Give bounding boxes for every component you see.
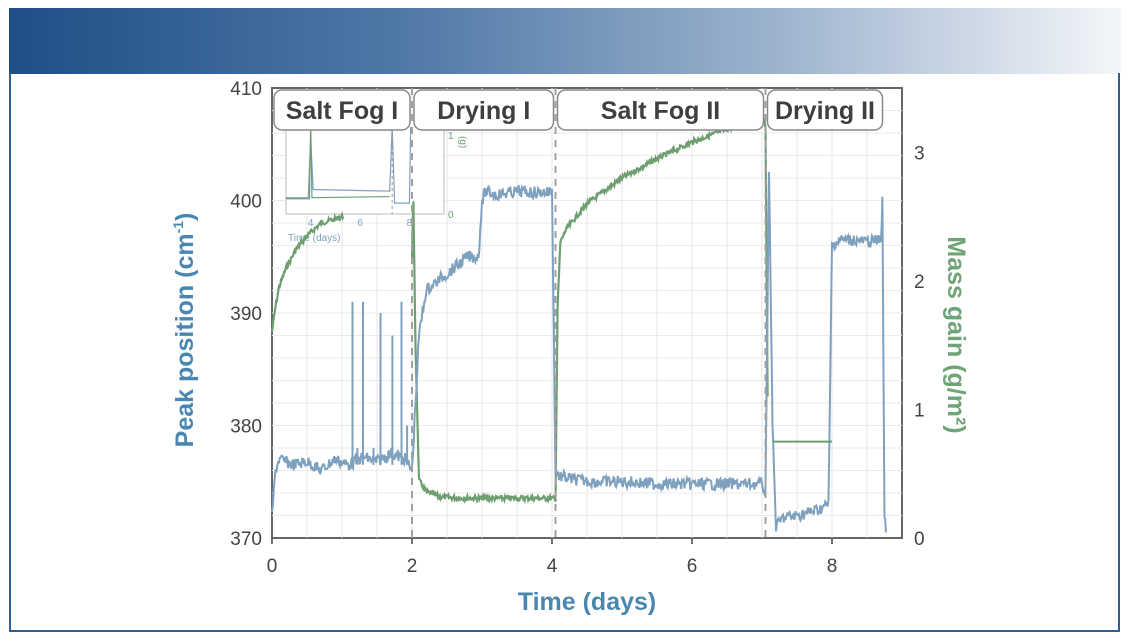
left-y-tick-label: 410 — [230, 79, 262, 100]
right-y-tick-label: 2 — [914, 272, 925, 293]
inset-y-tick-label: 1 — [448, 131, 454, 142]
left-y-tick-label: 390 — [230, 304, 262, 325]
header-banner — [9, 8, 1121, 74]
mass-gain-line — [270, 210, 345, 333]
inset-x-axis-title: Time (days) — [288, 233, 340, 244]
inset-x-tick-label: 8 — [407, 218, 413, 229]
grid — [272, 88, 902, 538]
phase-label-box — [556, 89, 765, 131]
inset-x-tick-label: 6 — [357, 218, 363, 229]
x-tick-label: 0 — [267, 556, 278, 577]
left-axis-title-main: Peak position (cm — [171, 233, 199, 447]
figure-frame — [9, 73, 1120, 632]
right-y-tick-label: 3 — [914, 143, 925, 164]
x-tick-label: 4 — [547, 556, 558, 577]
phase-label: Salt Fog I — [286, 97, 399, 125]
series-layer — [270, 112, 887, 533]
x-tick-label: 8 — [827, 556, 838, 577]
right-y-tick-label: 0 — [914, 529, 925, 550]
left-y-tick-label: 370 — [230, 529, 262, 550]
phase-labels: Salt Fog I Drying I Salt Fog II Drying II — [273, 89, 884, 131]
x-tick-label: 2 — [407, 556, 418, 577]
inset-y-tick-label: 0 — [448, 210, 454, 221]
left-axis-title-sup: -1 — [170, 221, 186, 234]
x-tick-label: 6 — [687, 556, 698, 577]
phase-label: Salt Fog II — [601, 97, 720, 125]
phase-label-box — [766, 89, 884, 131]
phase-label: Drying I — [437, 97, 530, 125]
phase-label: Drying II — [775, 97, 875, 125]
inset-y-axis-title: (g) — [457, 136, 468, 148]
left-axis-title: Peak position (cm-1) — [170, 213, 199, 448]
phase-boundaries — [411, 88, 767, 538]
right-axis-title: Mass gain (g/m²) — [942, 236, 970, 433]
phase-label-box — [413, 89, 555, 131]
mass-gain-line — [410, 112, 769, 505]
inset-chart: 4 6 8 0 1 Time (days) (g) — [285, 115, 468, 244]
inset-x-tick-label: 4 — [308, 218, 314, 229]
left-axis-title-close: ) — [171, 213, 199, 221]
left-y-tick-label: 380 — [230, 417, 262, 438]
x-axis-title: Time (days) — [518, 588, 656, 616]
right-y-tick-label: 1 — [914, 400, 925, 421]
left-y-tick-label: 400 — [230, 192, 262, 213]
inset-peak-line — [286, 126, 412, 204]
phase-label-box — [273, 89, 411, 131]
